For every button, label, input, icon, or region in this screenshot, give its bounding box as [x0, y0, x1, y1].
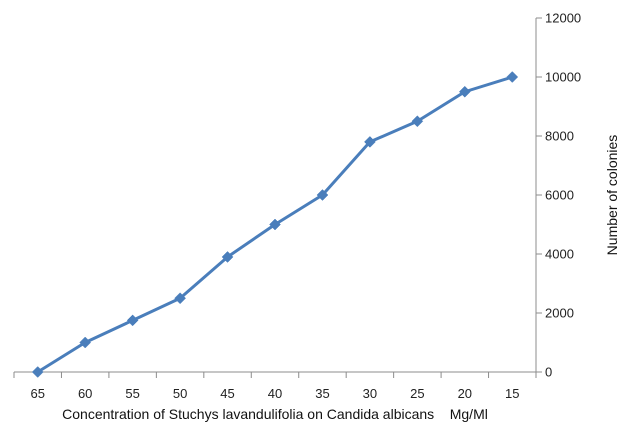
x-tick-label: 35 [315, 386, 329, 401]
x-tick-label: 30 [363, 386, 377, 401]
y-tick-label: 8000 [545, 129, 574, 144]
y-axis: 0 2000 4000 6000 8000 10000 12000 [535, 11, 581, 380]
x-tick-label: 25 [410, 386, 424, 401]
y-tick-label: 6000 [545, 188, 574, 203]
x-tick-label: 65 [30, 386, 44, 401]
y-tick-label: 10000 [545, 70, 581, 85]
series-group [31, 71, 519, 378]
data-point-marker [221, 251, 234, 263]
x-tick-label: 15 [505, 386, 519, 401]
data-point-marker [79, 336, 92, 349]
y-tick-label: 4000 [545, 247, 574, 262]
x-axis: 65 60 55 50 45 40 35 30 25 20 15 [13, 371, 537, 401]
x-tick-label: 20 [458, 386, 472, 401]
data-point-marker [269, 218, 281, 231]
x-tick-label: 45 [220, 386, 234, 401]
x-tick-label: 40 [268, 386, 282, 401]
data-point-marker [506, 71, 519, 83]
x-tick-label: 50 [173, 386, 187, 401]
data-point-marker [411, 115, 424, 128]
data-point-marker [31, 366, 44, 378]
y-tick-label: 2000 [545, 306, 574, 321]
x-tick-label: 55 [125, 386, 139, 401]
y-tick-label: 0 [545, 365, 552, 380]
data-point-marker [174, 292, 186, 305]
data-point-marker [364, 136, 376, 148]
y-axis-title: Number of colonies [604, 135, 620, 256]
y-tick-label: 12000 [545, 11, 581, 26]
x-tick-label: 60 [78, 386, 92, 401]
data-point-marker [458, 85, 471, 98]
x-axis-title: Concentration of Stuchys lavandulifolia … [62, 406, 488, 422]
data-point-marker [316, 189, 329, 201]
data-point-marker [126, 314, 139, 327]
